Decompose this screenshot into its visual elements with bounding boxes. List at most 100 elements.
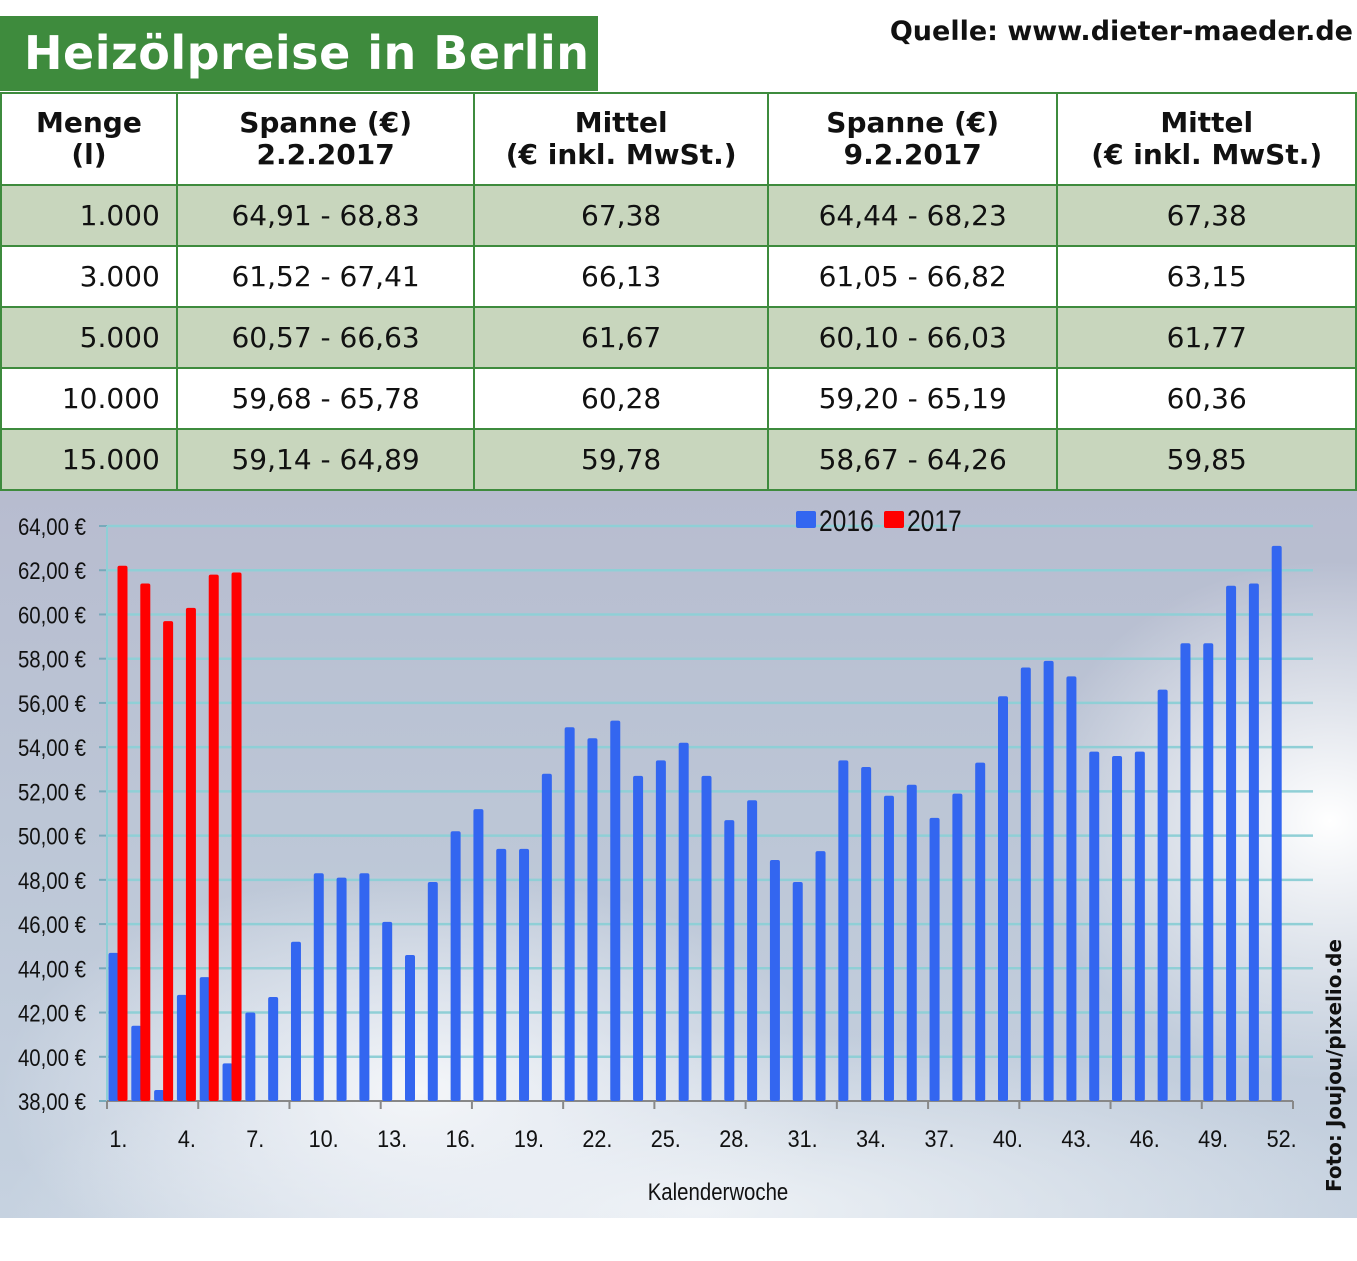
- bar-2016-week-17: [473, 809, 484, 1101]
- table-row: 1.000 64,91 - 68,83 67,38 64,44 - 68,23 67,3…: [0, 184, 1357, 247]
- bar-2016-week-26: [678, 742, 689, 1101]
- price-table: Menge (l) Spanne (€) 2.2.2017 Mittel (€ inkl.…: [0, 92, 1357, 491]
- y-tick-label: 38,00 €: [18, 1088, 87, 1115]
- chart-svg: 38,00 € 40,00 € 42,00 € 44,00 € 46,00 € 48,00…: [18, 504, 1313, 1205]
- bar-2016-week-31: [792, 882, 803, 1101]
- column-header: Mittel (€ inkl. MwSt.): [473, 92, 769, 186]
- x-tick-label: 46.: [1130, 1125, 1160, 1152]
- x-axis-title: Kalenderwoche: [648, 1178, 789, 1205]
- quantity-cell: 15.000: [0, 428, 178, 491]
- y-tick-label: 48,00 €: [18, 867, 87, 894]
- column-header-line1: Mittel: [574, 106, 668, 139]
- bar-2016-week-43: [1066, 676, 1077, 1101]
- bar-2016-week-36: [906, 784, 917, 1101]
- bar-2016-week-46: [1134, 751, 1145, 1101]
- column-header-line1: Menge: [36, 106, 142, 139]
- legend-label-2016: 2016: [819, 504, 874, 538]
- mean-cell: 66,13: [473, 245, 769, 308]
- quantity-cell: 3.000: [0, 245, 178, 308]
- range-cell: 58,67 - 64,26: [766, 428, 1059, 491]
- column-header-line1: Spanne (€): [239, 106, 412, 139]
- bar-2016-week-28: [724, 820, 735, 1101]
- quantity-cell: 5.000: [0, 306, 178, 369]
- column-header-line2: (€ inkl. MwSt.): [505, 138, 737, 171]
- x-tick-label: 40.: [993, 1125, 1023, 1152]
- column-header-line1: Spanne (€): [826, 106, 1000, 139]
- bar-2016-week-48: [1180, 643, 1191, 1101]
- y-tick-label: 62,00 €: [18, 558, 87, 585]
- legend-swatch-2017: [884, 511, 904, 528]
- column-header: Spanne (€) 9.2.2017: [766, 92, 1059, 186]
- bar-2016-week-18: [496, 848, 507, 1101]
- y-tick-label: 58,00 €: [18, 646, 87, 673]
- bar-2017-week-3: [163, 621, 174, 1101]
- column-header: Spanne (€) 2.2.2017: [175, 92, 476, 186]
- bar-2016-week-38: [952, 793, 963, 1101]
- x-tick-label: 13.: [377, 1125, 407, 1152]
- range-cell: 60,10 - 66,03: [766, 306, 1059, 369]
- bar-2016-week-40: [998, 696, 1008, 1101]
- bar-2016-week-11: [336, 877, 347, 1101]
- range-cell: 59,68 - 65,78: [175, 367, 476, 430]
- y-tick-label: 52,00 €: [18, 779, 87, 806]
- bar-2016-week-5: [199, 977, 210, 1101]
- x-tick-label: 43.: [1061, 1125, 1091, 1152]
- quantity-cell: 1.000: [0, 184, 178, 247]
- bar-2016-week-50: [1226, 585, 1237, 1101]
- bar-2016-week-2: [131, 1025, 142, 1101]
- y-tick-label: 42,00 €: [18, 1000, 87, 1027]
- column-header: Mittel (€ inkl. MwSt.): [1056, 92, 1357, 186]
- mean-cell: 61,77: [1056, 306, 1357, 369]
- y-tick-label: 50,00 €: [18, 823, 87, 850]
- bar-2017-week-6: [231, 572, 242, 1101]
- bar-2016-week-34: [861, 767, 872, 1101]
- x-tick-label: 1.: [109, 1125, 127, 1152]
- bar-2016-week-41: [1020, 667, 1031, 1101]
- bar-2016-week-49: [1203, 643, 1214, 1101]
- photo-credit: Foto: Joujou/pixelio.de: [1322, 939, 1346, 1192]
- bar-2016-week-33: [838, 760, 849, 1101]
- y-tick-label: 44,00 €: [18, 956, 87, 983]
- x-tick-label: 22.: [582, 1125, 612, 1152]
- page-title: Heizölpreise in Berlin: [24, 26, 590, 80]
- bar-2016-week-39: [975, 762, 986, 1101]
- bar-2016-week-19: [519, 848, 530, 1101]
- y-tick-label: 46,00 €: [18, 912, 87, 939]
- mean-cell: 60,28: [473, 367, 769, 430]
- x-tick-label: 31.: [788, 1125, 818, 1152]
- mean-cell: 59,78: [473, 428, 769, 491]
- x-tick-label: 34.: [856, 1125, 886, 1152]
- range-cell: 64,91 - 68,83: [175, 184, 476, 247]
- column-header-line2: (l): [71, 138, 107, 171]
- bar-2016-week-7: [245, 1012, 256, 1101]
- bar-2016-week-1: [108, 952, 119, 1101]
- table-row: 3.000 61,52 - 67,41 66,13 61,05 - 66,82 63,1…: [0, 245, 1357, 308]
- y-tick-label: 56,00 €: [18, 690, 87, 717]
- bar-2016-week-52: [1271, 545, 1282, 1101]
- mean-cell: 67,38: [473, 184, 769, 247]
- mean-cell: 59,85: [1056, 428, 1357, 491]
- x-tick-label: 37.: [924, 1125, 954, 1152]
- table-row: 5.000 60,57 - 66,63 61,67 60,10 - 66,03 61,7…: [0, 306, 1357, 369]
- bar-2016-week-13: [382, 921, 393, 1101]
- x-tick-label: 19.: [514, 1125, 544, 1152]
- column-header-line2: (€ inkl. MwSt.): [1091, 138, 1323, 171]
- y-tick-label: 60,00 €: [18, 602, 87, 629]
- bar-2016-week-24: [633, 775, 644, 1101]
- table-header-row: Menge (l) Spanne (€) 2.2.2017 Mittel (€ inkl.…: [0, 92, 1357, 186]
- bar-2016-week-23: [610, 720, 621, 1101]
- x-tick-label: 4.: [178, 1125, 196, 1152]
- table-row: 15.000 59,14 - 64,89 59,78 58,67 - 64,26 59,…: [0, 428, 1357, 491]
- y-tick-label: 64,00 €: [18, 513, 87, 540]
- range-cell: 61,05 - 66,82: [766, 245, 1059, 308]
- x-tick-label: 7.: [246, 1125, 264, 1152]
- bar-2017-week-5: [208, 574, 219, 1101]
- bar-2016-week-44: [1089, 751, 1100, 1101]
- bar-2016-week-27: [701, 775, 712, 1101]
- range-cell: 61,52 - 67,41: [175, 245, 476, 308]
- bar-2017-week-1: [117, 565, 128, 1101]
- quantity-cell: 10.000: [0, 367, 178, 430]
- bar-2016-week-47: [1157, 689, 1168, 1101]
- bar-2016-week-16: [450, 831, 461, 1101]
- bar-2016-week-25: [655, 760, 666, 1101]
